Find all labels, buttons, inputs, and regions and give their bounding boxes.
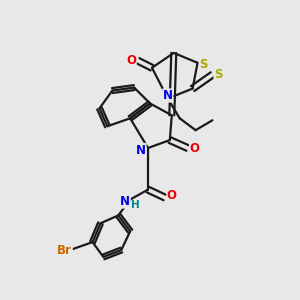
Text: O: O [167, 189, 177, 202]
Text: N: N [163, 89, 173, 102]
Text: S: S [214, 68, 223, 81]
Text: N: N [120, 195, 130, 208]
Text: O: O [190, 142, 200, 154]
Text: H: H [131, 200, 140, 211]
Text: N: N [136, 143, 146, 157]
Text: Br: Br [57, 244, 72, 256]
Text: S: S [199, 58, 208, 71]
Text: O: O [126, 54, 136, 67]
